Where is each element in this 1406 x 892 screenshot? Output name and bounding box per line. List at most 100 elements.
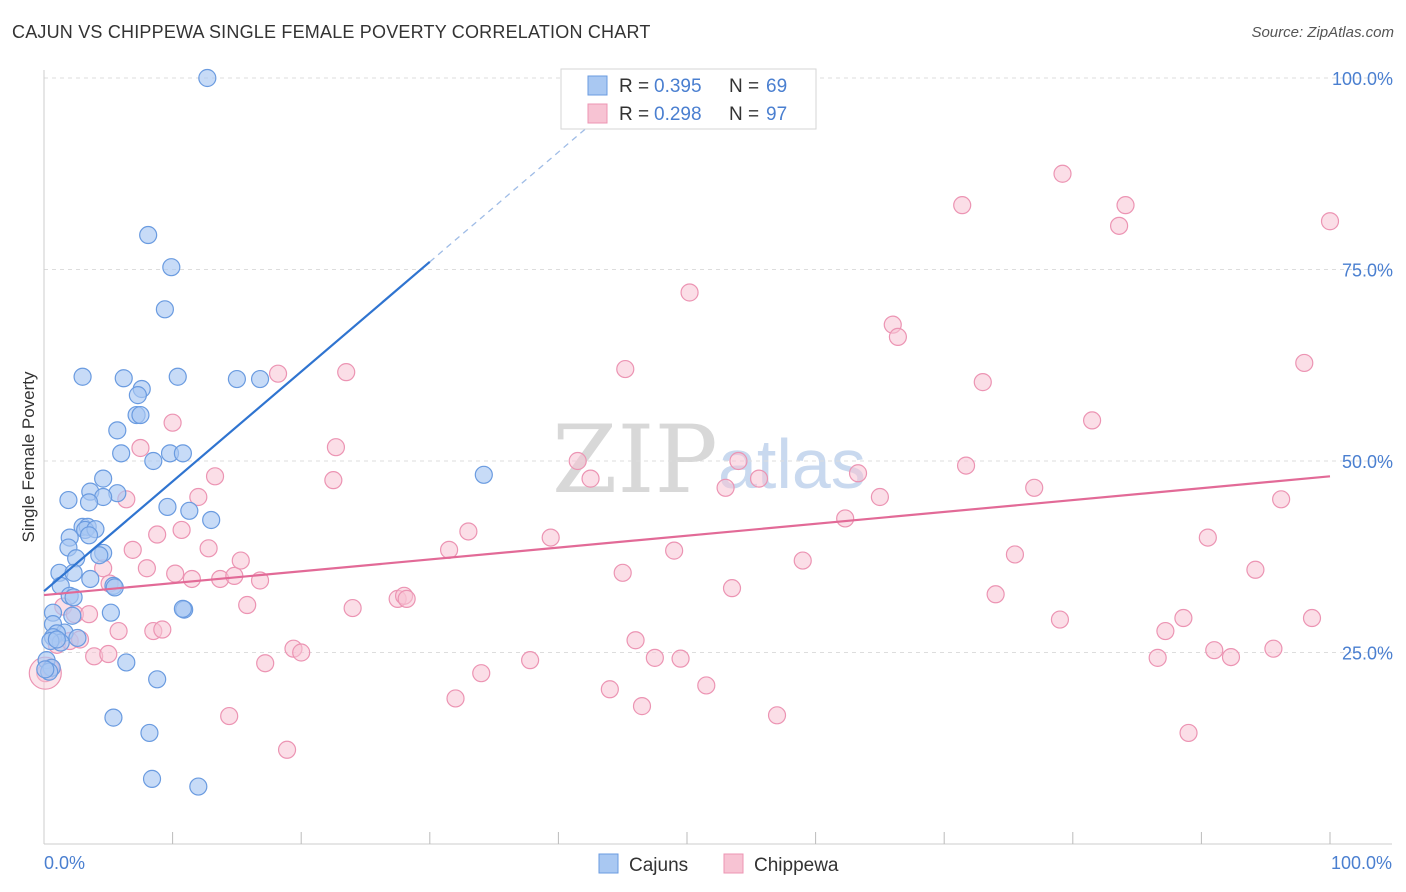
chippewa-point bbox=[680, 283, 699, 302]
chippewa-point bbox=[541, 528, 560, 547]
chippewa-point bbox=[626, 631, 645, 650]
chippewa-point bbox=[600, 680, 619, 699]
chippewa-point bbox=[956, 456, 976, 475]
chippewa-point bbox=[99, 644, 118, 664]
cajun-point bbox=[148, 670, 167, 689]
chippewa-point bbox=[292, 643, 311, 662]
cajun-point bbox=[155, 300, 174, 319]
chippewa-point bbox=[767, 706, 787, 725]
chippewa-point bbox=[343, 598, 362, 618]
x-ticks bbox=[172, 832, 1331, 844]
chippewa-point bbox=[1302, 608, 1322, 628]
chippewa-point bbox=[131, 438, 150, 458]
chippewa-point bbox=[613, 563, 632, 582]
chippewa-point bbox=[1109, 216, 1129, 235]
chippewa-point bbox=[722, 579, 742, 598]
chippewa-point bbox=[79, 605, 99, 624]
chippewa-point bbox=[1082, 411, 1102, 430]
cajun-point bbox=[128, 386, 147, 405]
y-tick-label-100: 100.0% bbox=[1332, 69, 1393, 89]
cajun-point bbox=[101, 603, 120, 622]
x-tick-label-min: 0.0% bbox=[44, 853, 85, 873]
legend-r-label-chippewa: R = bbox=[619, 104, 649, 125]
chippewa-point bbox=[277, 740, 297, 759]
x-tick-label-max: 100.0% bbox=[1331, 853, 1392, 873]
cajun-point bbox=[139, 225, 158, 245]
legend-swatch-cajuns bbox=[587, 75, 608, 96]
chippewa-point bbox=[446, 689, 465, 708]
chippewa-point bbox=[337, 363, 356, 382]
trend-lines bbox=[43, 113, 1331, 597]
chippewa-point bbox=[521, 651, 540, 670]
cajun-point bbox=[158, 497, 177, 517]
bottom-legend-swatch-cajuns bbox=[598, 853, 619, 874]
chippewa-point bbox=[1272, 490, 1291, 509]
chippewa-point bbox=[671, 649, 690, 668]
legend-n-value-cajuns: 69 bbox=[766, 76, 787, 97]
chippewa-point bbox=[220, 706, 239, 726]
chippewa-point bbox=[199, 539, 218, 558]
chippewa-point bbox=[1295, 353, 1314, 373]
chippewa-point bbox=[645, 648, 664, 667]
bottom-legend-label-chippewa: Chippewa bbox=[754, 855, 839, 876]
chippewa-point bbox=[1205, 641, 1224, 660]
chippewa-point bbox=[1050, 610, 1070, 629]
cajun-point bbox=[112, 444, 131, 463]
y-tick-label-25: 25.0% bbox=[1342, 644, 1393, 664]
chippewa-point bbox=[986, 585, 1005, 604]
legend-r-value-chippewa: 0.298 bbox=[654, 104, 702, 125]
y-tick-label-50: 50.0% bbox=[1342, 452, 1393, 472]
cajun-point bbox=[114, 369, 133, 388]
chippewa-point bbox=[848, 464, 868, 483]
chippewa-point bbox=[326, 438, 346, 457]
legend-swatch-chippewa bbox=[587, 103, 608, 124]
legend-n-label-cajuns: N = bbox=[729, 76, 759, 97]
chippewa-point bbox=[1005, 545, 1025, 564]
cajun-point bbox=[162, 258, 181, 277]
chippewa-point bbox=[1179, 723, 1198, 743]
cajun-point bbox=[79, 526, 99, 545]
cajun-point bbox=[59, 490, 78, 510]
chippewa-point bbox=[109, 621, 128, 641]
chippewa-point bbox=[568, 451, 587, 471]
cajun-point bbox=[131, 405, 150, 425]
chippewa-point bbox=[836, 509, 855, 528]
chippewa-point bbox=[616, 359, 635, 379]
cajun-point bbox=[117, 653, 136, 672]
cajun-point bbox=[474, 465, 493, 484]
bottom-legend-swatch-chippewa bbox=[723, 853, 744, 874]
cajun-point bbox=[90, 546, 109, 565]
cajun-point bbox=[73, 367, 92, 386]
cajun-point bbox=[108, 421, 127, 440]
cajun-point bbox=[250, 369, 270, 389]
chippewa-point bbox=[163, 413, 182, 432]
chippewa-point bbox=[1198, 528, 1217, 547]
chippewa-point bbox=[1025, 478, 1044, 497]
legend-n-label-chippewa: N = bbox=[729, 104, 759, 125]
chippewa-point bbox=[268, 364, 288, 383]
chippewa-point bbox=[166, 564, 185, 583]
chippewa-point bbox=[1053, 164, 1072, 183]
chippewa-point bbox=[729, 451, 748, 471]
chippewa-point bbox=[870, 487, 890, 507]
chippewa-point bbox=[749, 469, 769, 488]
cajun-point bbox=[227, 369, 246, 389]
chippewa-point bbox=[153, 620, 172, 639]
cajun-point bbox=[180, 501, 199, 520]
cajun-point bbox=[202, 510, 221, 530]
chippewa-point bbox=[123, 540, 142, 559]
cajun-point bbox=[79, 493, 99, 512]
chippewa-point bbox=[1246, 560, 1265, 579]
legend-n-value-chippewa: 97 bbox=[766, 104, 787, 125]
chippewa-point bbox=[716, 478, 735, 497]
legend-r-label-cajuns: R = bbox=[619, 76, 649, 97]
chippewa-point bbox=[581, 469, 600, 488]
chippewa-point bbox=[697, 676, 716, 695]
chippewa-point bbox=[888, 327, 908, 347]
cajun-points bbox=[36, 68, 493, 796]
chippewa-point bbox=[459, 522, 478, 541]
chippewa-point bbox=[632, 697, 652, 716]
chippewa-point bbox=[1174, 608, 1193, 628]
chippewa-point bbox=[182, 569, 201, 589]
